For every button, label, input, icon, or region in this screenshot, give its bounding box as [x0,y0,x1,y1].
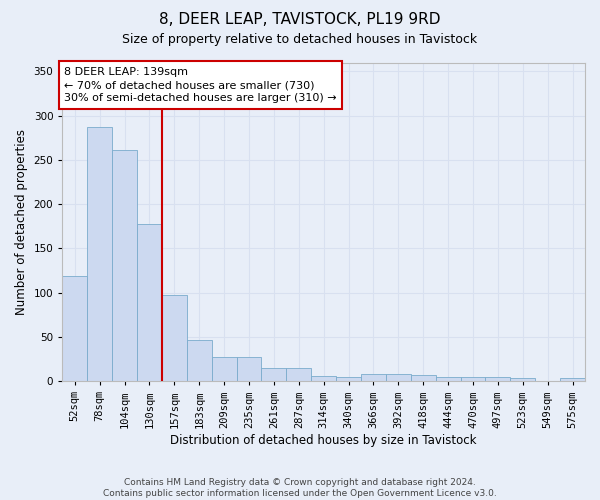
Text: 8, DEER LEAP, TAVISTOCK, PL19 9RD: 8, DEER LEAP, TAVISTOCK, PL19 9RD [159,12,441,28]
Text: Contains HM Land Registry data © Crown copyright and database right 2024.
Contai: Contains HM Land Registry data © Crown c… [103,478,497,498]
Bar [411,375,436,381]
Bar [212,357,236,381]
Bar [560,378,585,381]
Y-axis label: Number of detached properties: Number of detached properties [15,129,28,315]
Bar [62,276,87,381]
Bar [87,127,112,381]
X-axis label: Distribution of detached houses by size in Tavistock: Distribution of detached houses by size … [170,434,477,448]
Text: Size of property relative to detached houses in Tavistock: Size of property relative to detached ho… [122,32,478,46]
Bar [336,376,361,381]
Bar [187,340,212,381]
Bar [511,378,535,381]
Bar [461,378,485,381]
Bar [162,295,187,381]
Bar [262,368,286,381]
Bar [311,376,336,381]
Bar [112,150,137,381]
Bar [361,374,386,381]
Bar [286,368,311,381]
Bar [386,374,411,381]
Bar [485,378,511,381]
Bar [137,224,162,381]
Bar [436,378,461,381]
Text: 8 DEER LEAP: 139sqm
← 70% of detached houses are smaller (730)
30% of semi-detac: 8 DEER LEAP: 139sqm ← 70% of detached ho… [64,67,337,104]
Bar [236,357,262,381]
